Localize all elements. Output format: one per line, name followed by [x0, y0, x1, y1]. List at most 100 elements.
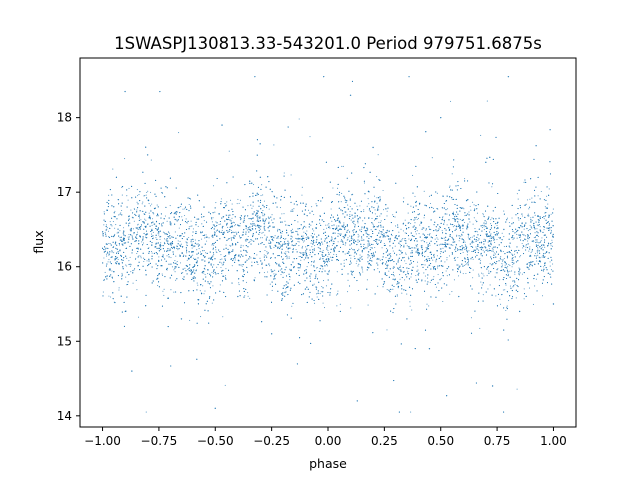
data-point — [265, 255, 267, 257]
data-point — [202, 259, 204, 261]
data-point — [128, 234, 130, 236]
data-point — [433, 276, 435, 278]
data-point — [124, 158, 126, 160]
data-point — [541, 256, 543, 258]
data-point — [141, 203, 143, 205]
data-point — [147, 190, 149, 192]
data-point — [203, 293, 205, 295]
data-point — [417, 249, 419, 251]
data-point — [141, 210, 143, 212]
data-point — [419, 224, 421, 226]
data-point — [468, 250, 470, 252]
data-point — [323, 307, 326, 309]
data-point — [382, 189, 384, 192]
data-point — [103, 224, 105, 226]
data-point — [366, 230, 368, 232]
data-point — [269, 265, 271, 267]
data-point — [464, 178, 466, 180]
data-point — [380, 220, 382, 222]
data-point — [515, 232, 517, 234]
data-point — [341, 165, 343, 167]
data-point — [326, 247, 328, 249]
data-point — [225, 214, 227, 217]
data-point — [446, 275, 448, 277]
data-point — [251, 261, 253, 263]
data-point — [546, 236, 548, 238]
data-point — [239, 199, 241, 201]
data-point — [211, 218, 213, 220]
data-point — [473, 217, 475, 219]
data-point — [404, 260, 406, 262]
data-point — [435, 286, 438, 288]
data-point — [160, 224, 163, 226]
data-point — [319, 222, 321, 224]
data-point — [309, 136, 311, 138]
data-point — [393, 275, 395, 277]
data-point — [399, 269, 401, 271]
data-point — [361, 255, 363, 257]
data-point — [231, 217, 233, 219]
data-point — [265, 238, 267, 240]
data-point — [509, 264, 511, 266]
data-point — [445, 243, 447, 245]
data-point — [462, 273, 464, 275]
data-point — [350, 219, 352, 221]
data-point — [414, 218, 416, 220]
data-point — [405, 253, 407, 255]
data-point — [427, 233, 429, 236]
data-point — [527, 240, 529, 242]
data-point — [336, 305, 338, 307]
data-point — [528, 250, 530, 252]
data-point — [303, 252, 305, 254]
data-point — [357, 289, 359, 292]
data-point — [157, 247, 159, 249]
data-point — [352, 238, 354, 240]
data-point — [269, 241, 271, 243]
data-point — [409, 305, 411, 307]
data-point — [327, 224, 329, 226]
data-point — [246, 239, 248, 241]
data-point — [224, 275, 227, 277]
data-point — [509, 270, 511, 272]
data-point — [225, 244, 227, 246]
data-point — [425, 229, 427, 231]
data-point — [203, 272, 205, 274]
data-point — [483, 238, 485, 240]
data-point — [235, 231, 237, 233]
data-point — [386, 262, 388, 264]
data-point — [368, 209, 370, 211]
data-point — [489, 284, 491, 286]
data-point — [490, 240, 492, 242]
data-point — [142, 242, 145, 244]
data-point — [178, 227, 180, 229]
data-point — [150, 159, 152, 161]
data-point — [175, 255, 177, 257]
data-point — [117, 231, 119, 233]
data-point — [267, 242, 270, 244]
data-point — [436, 192, 438, 194]
data-point — [432, 207, 434, 209]
data-point — [130, 264, 132, 266]
data-point — [349, 205, 351, 208]
data-point — [342, 165, 344, 167]
data-point — [362, 220, 364, 222]
data-point — [315, 203, 317, 205]
data-point — [107, 230, 110, 232]
data-point — [354, 216, 356, 218]
data-point — [295, 248, 297, 251]
data-point — [504, 264, 506, 266]
data-point — [347, 204, 349, 206]
data-point — [238, 284, 240, 286]
data-point — [486, 274, 488, 277]
data-point — [410, 276, 412, 278]
data-point — [496, 272, 498, 274]
data-point — [350, 307, 352, 309]
data-point — [377, 268, 379, 270]
data-point — [356, 205, 358, 207]
data-point — [406, 293, 408, 295]
data-point — [320, 257, 322, 259]
data-point — [366, 279, 368, 281]
data-point — [537, 235, 539, 237]
data-point — [359, 205, 361, 207]
data-point — [174, 271, 176, 273]
